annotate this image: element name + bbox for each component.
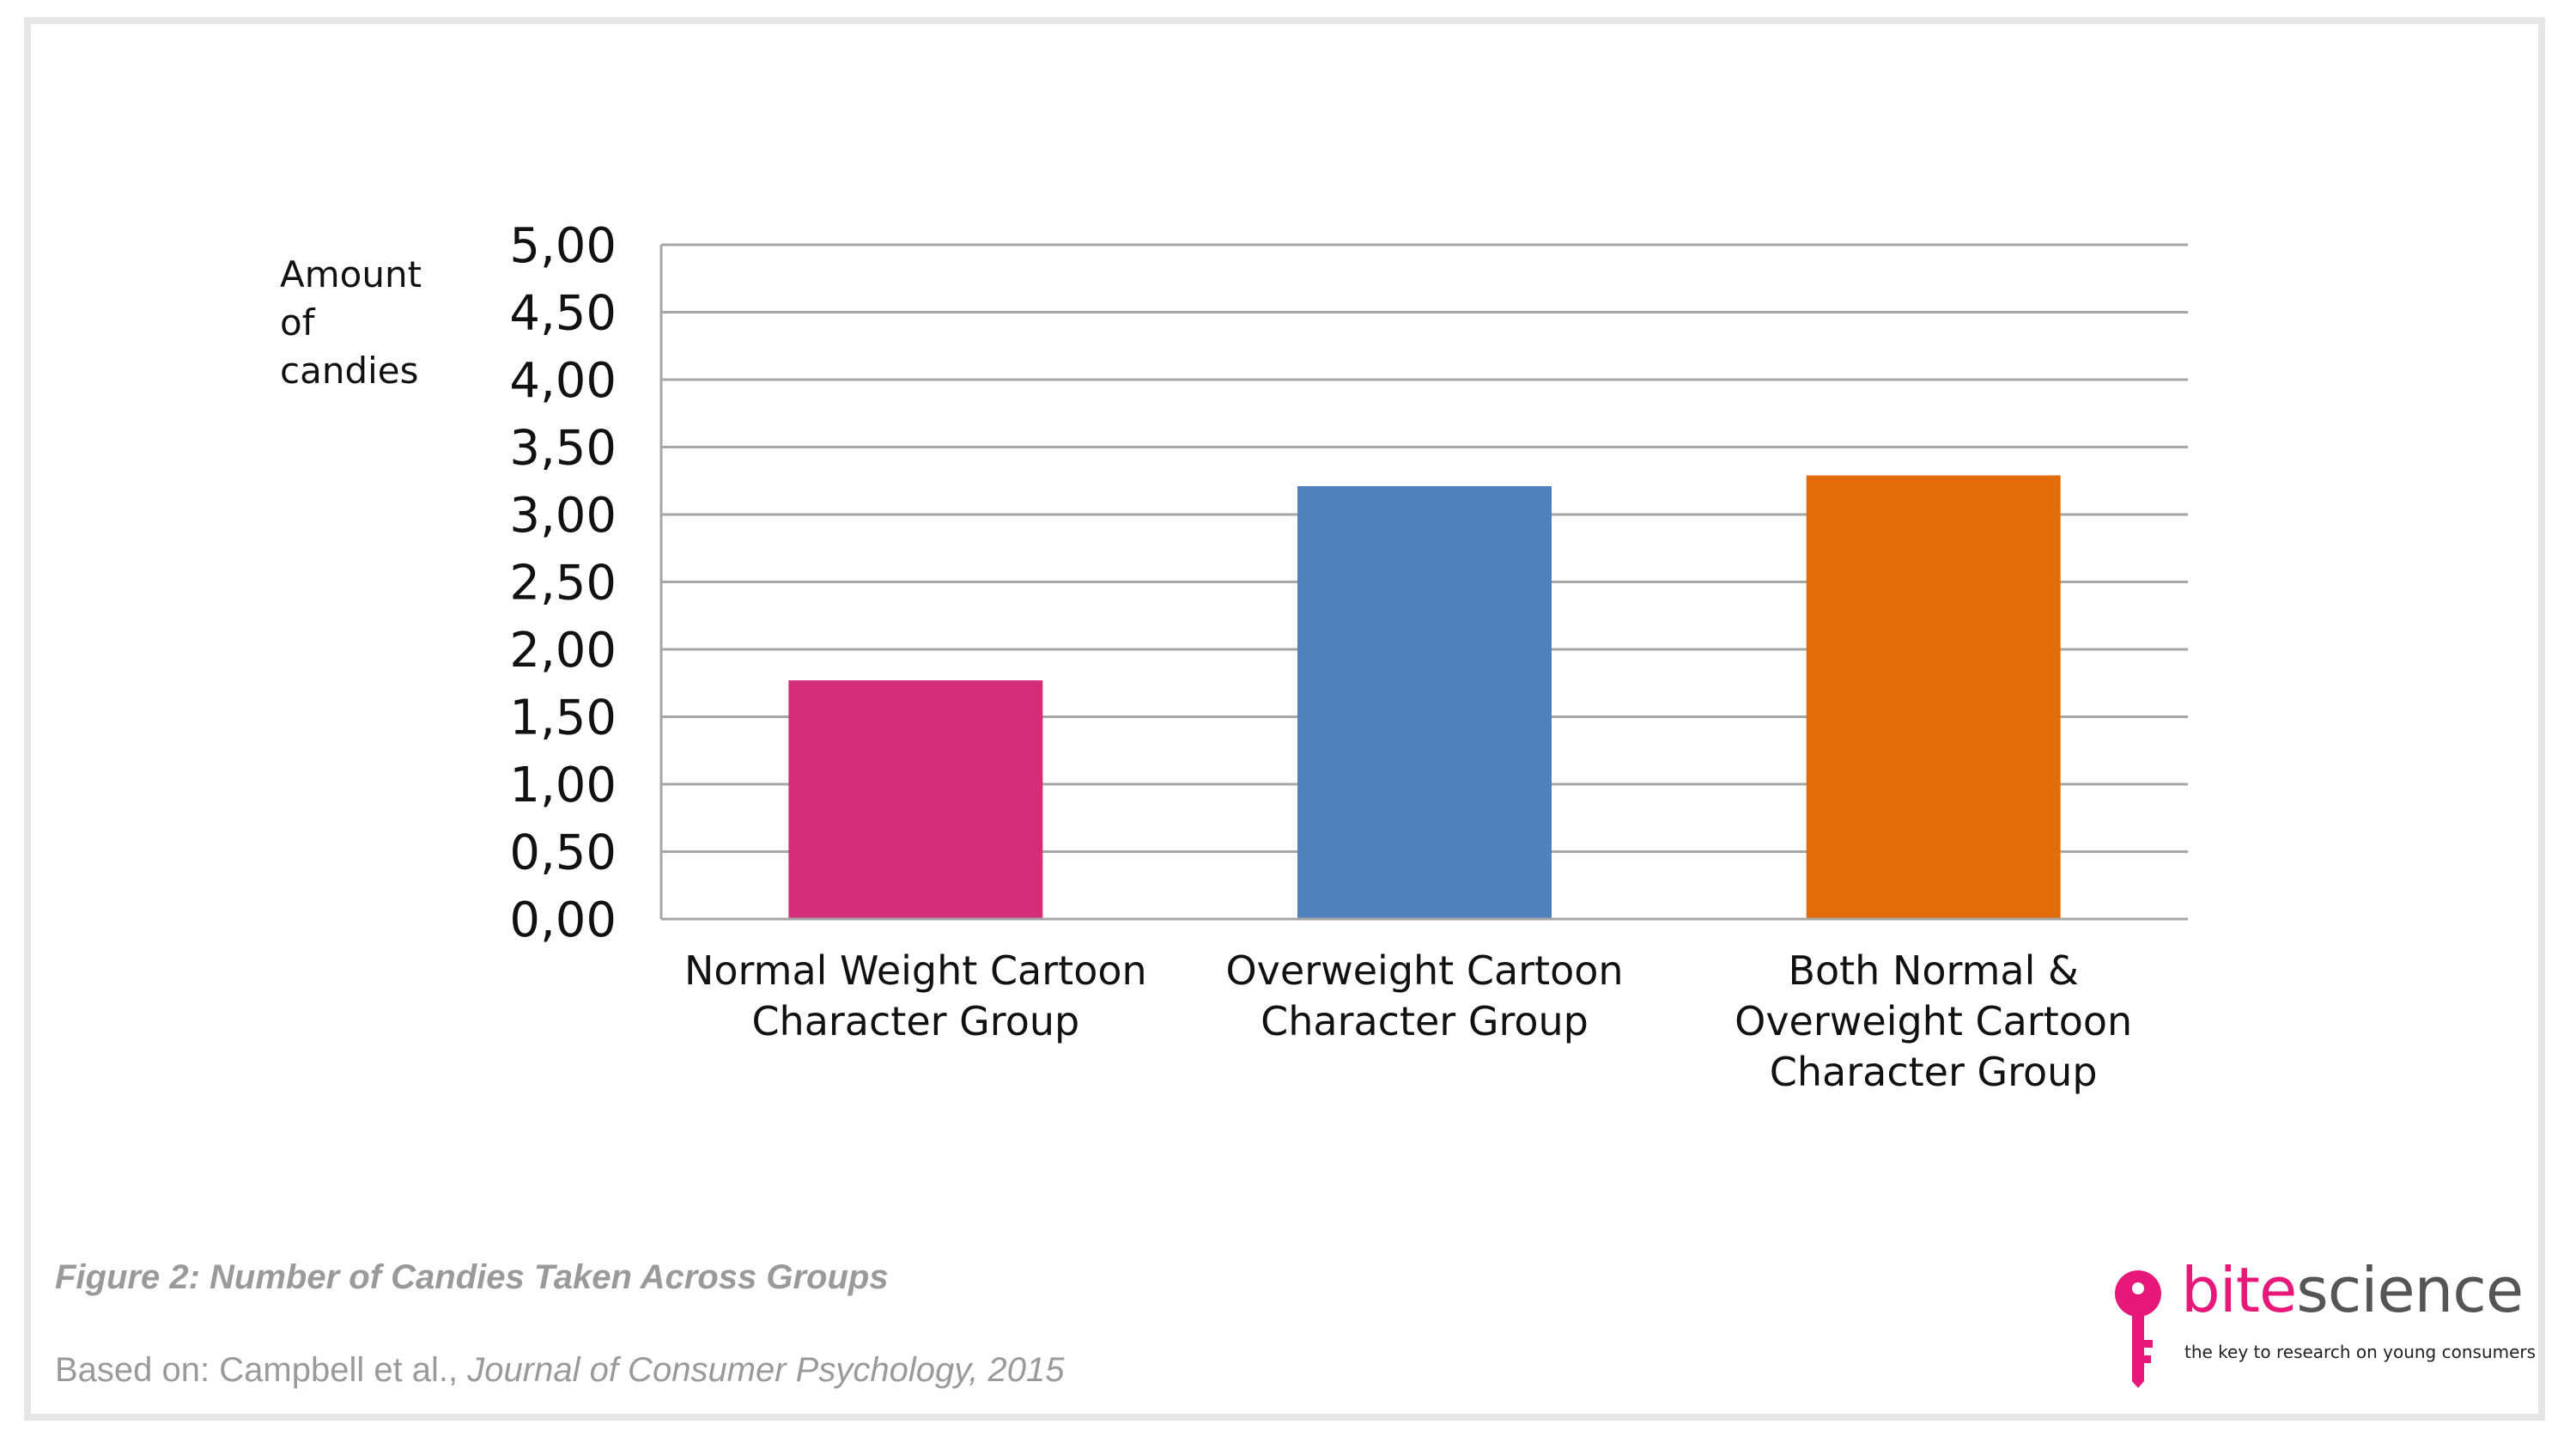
x-category-label: Overweight Cartoon Character Group	[1225, 947, 1623, 1044]
source-journal: Journal of Consumer Psychology, 2015	[467, 1351, 1065, 1389]
bar	[1297, 486, 1552, 919]
bitescience-logo: bitescience the key to research on young…	[2112, 1254, 2536, 1391]
bar	[1806, 475, 2061, 919]
y-tick-label: 2,50	[509, 556, 617, 612]
y-tick-label: 0,00	[509, 892, 617, 948]
y-tick-label: 1,50	[509, 691, 617, 746]
key-icon	[2115, 1270, 2161, 1388]
y-axis-label-line: candies	[280, 350, 419, 392]
y-tick-label: 3,50	[509, 421, 617, 477]
logo-science: science	[2296, 1254, 2524, 1326]
y-axis-label-line: Amount	[280, 253, 422, 295]
source-citation: Based on: Campbell et al., Journal of Co…	[55, 1351, 1064, 1390]
y-tick-label: 1,00	[509, 758, 617, 813]
y-axis-label: Amount of candies	[280, 253, 422, 392]
y-tick-label: 4,50	[509, 286, 617, 342]
figure-caption: Figure 2: Number of Candies Taken Across…	[55, 1258, 889, 1296]
logo-tagline: the key to research on young consumers	[2184, 1342, 2537, 1362]
bars	[788, 475, 2061, 919]
y-tick-label: 5,00	[509, 218, 617, 274]
figure-frame	[24, 17, 2545, 1421]
logo-wordmark: bitescience	[2181, 1254, 2524, 1326]
y-tick-label: 0,50	[509, 825, 617, 881]
x-category-label: Normal Weight Cartoon Character Group	[684, 947, 1147, 1044]
y-tick-label: 3,00	[509, 488, 617, 544]
y-axis-label-line: of	[280, 301, 316, 344]
axes	[659, 245, 2188, 921]
y-tick-label: 4,00	[509, 353, 617, 409]
x-category-label: Both Normal & Overweight Cartoon Character…	[1735, 947, 2132, 1095]
logo-bite: bite	[2181, 1254, 2297, 1326]
bar	[788, 680, 1043, 919]
y-tick-label: 2,00	[509, 623, 617, 679]
x-category-labels: Normal Weight Cartoon Character Group Over…	[684, 947, 2132, 1095]
source-prefix: Based on: Campbell et al.,	[55, 1351, 468, 1389]
y-tick-labels: 0,00 0,50 1,00 1,50 2,00 2,50 3,00 3,50 4,00 4,50…	[509, 218, 617, 948]
